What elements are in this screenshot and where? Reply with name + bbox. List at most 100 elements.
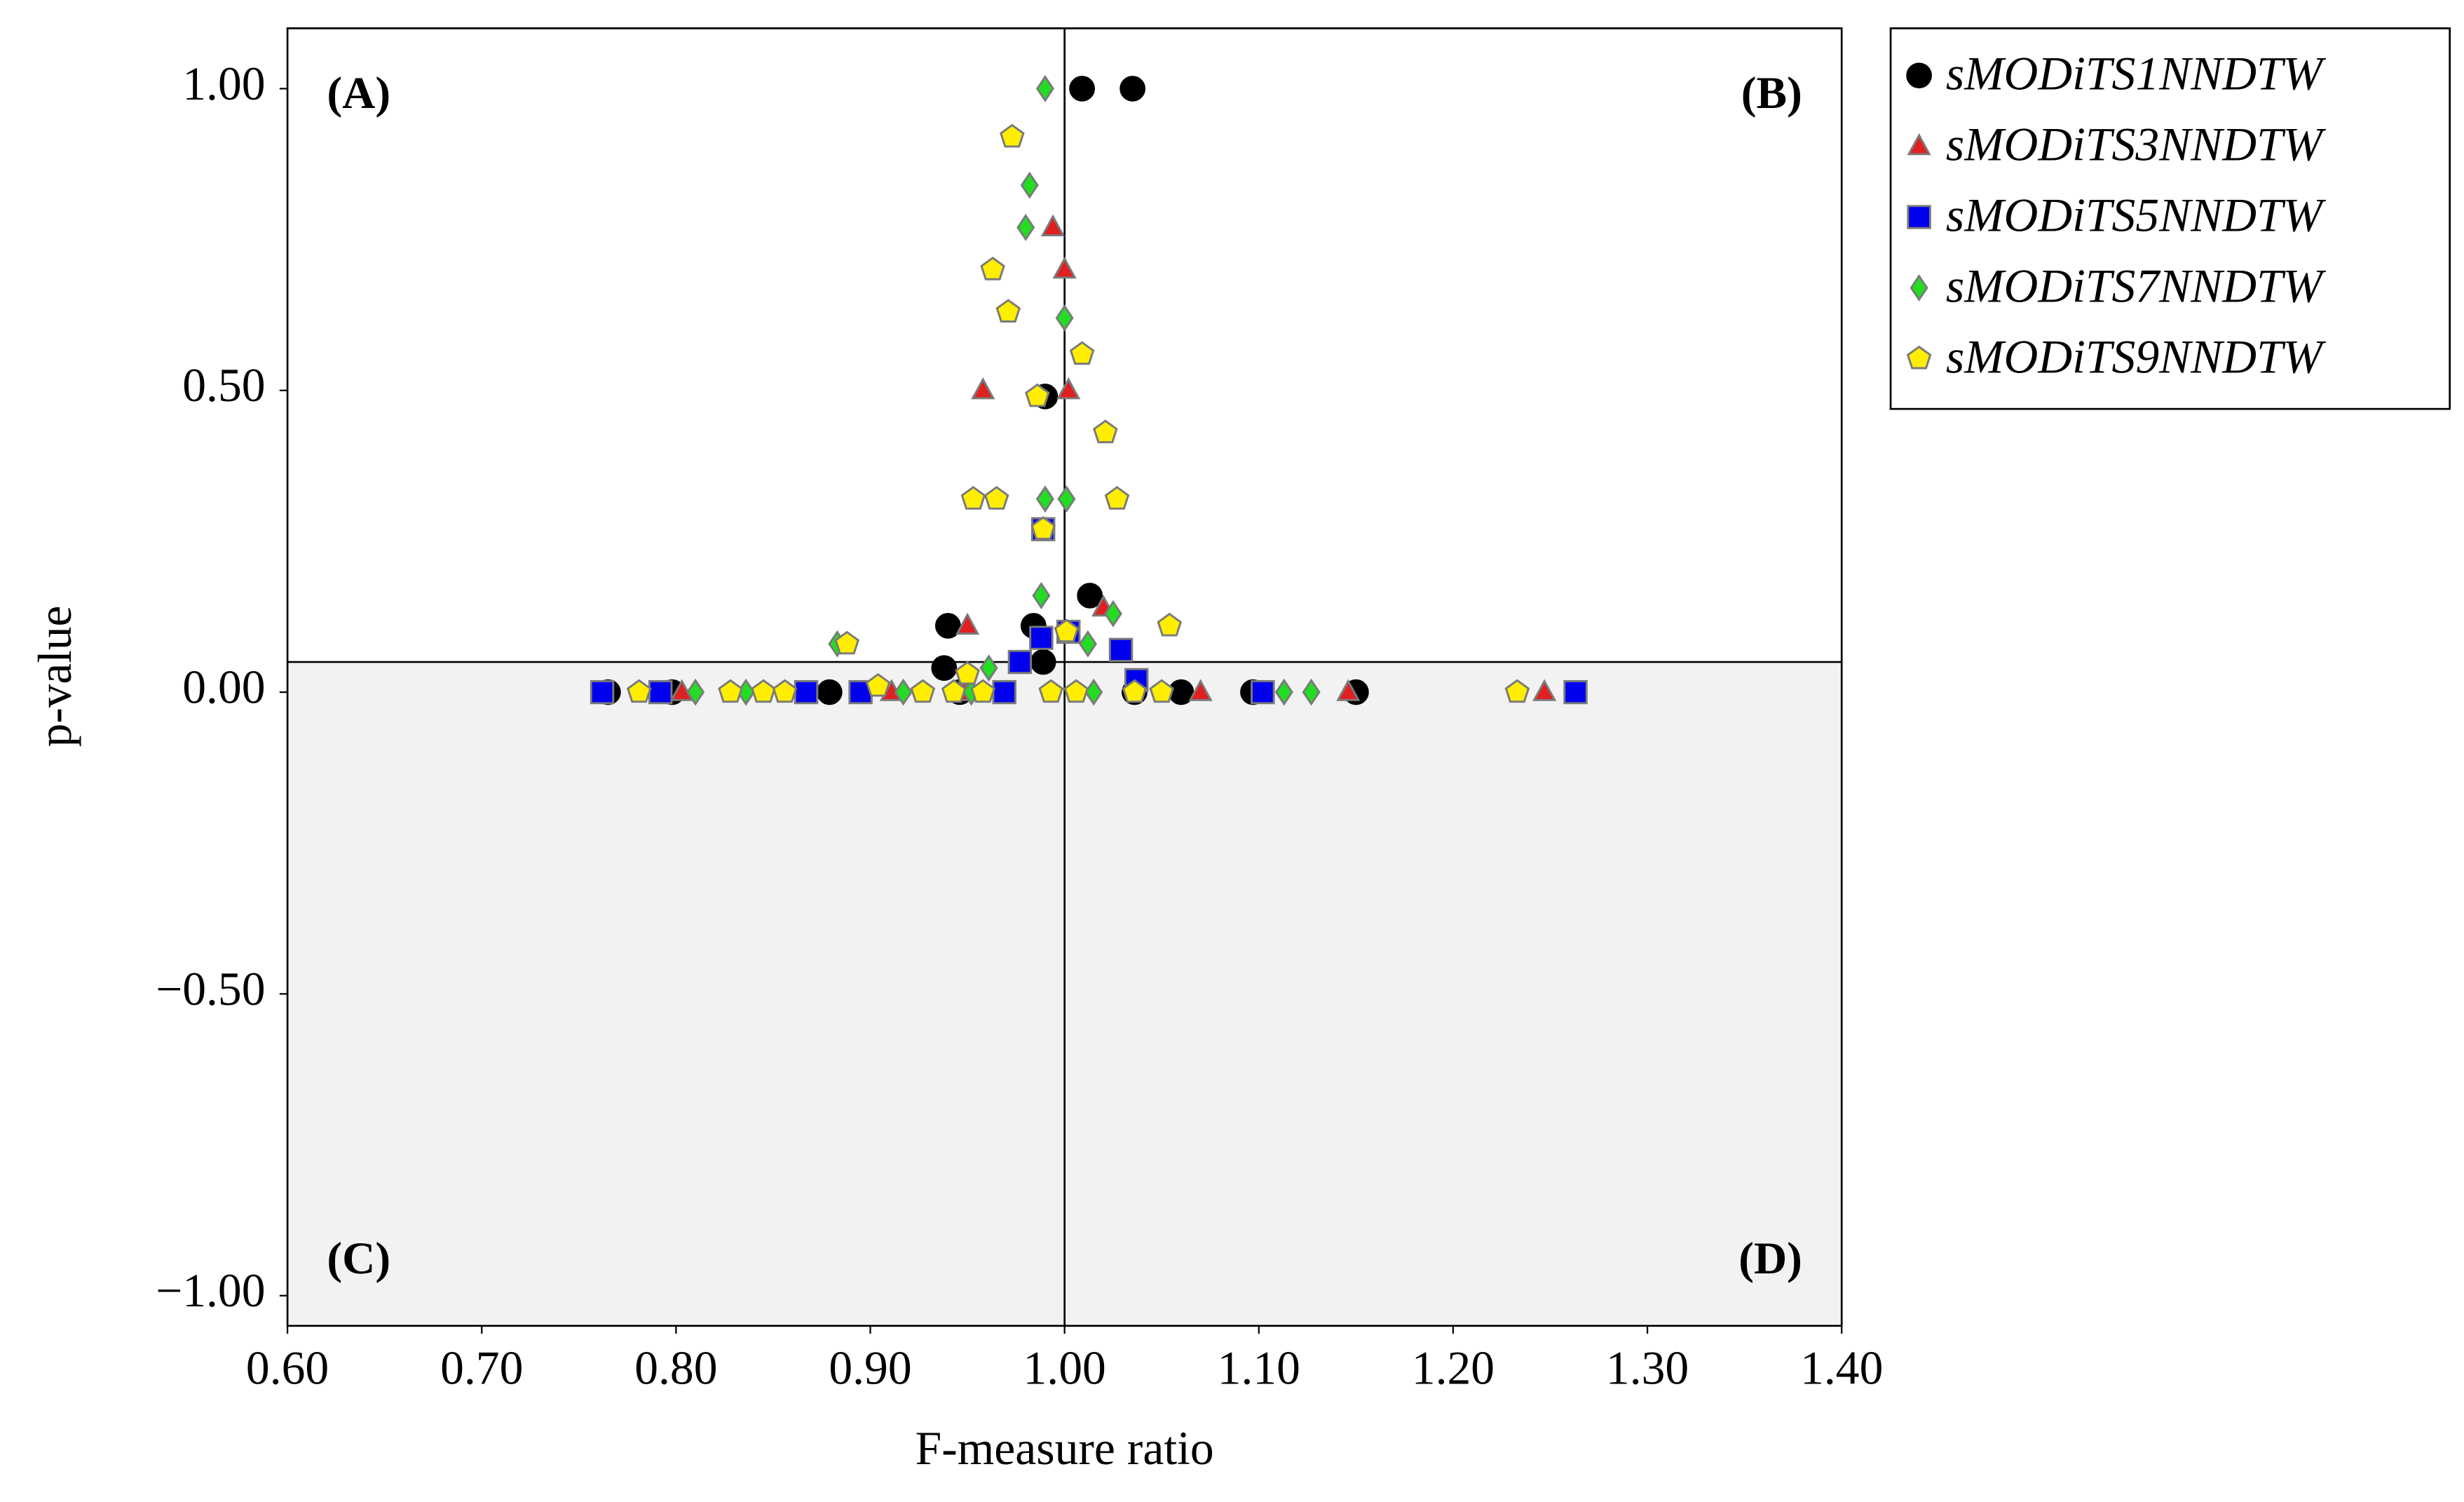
x-tick-label: 0.70 [440, 1342, 523, 1395]
x-tick-label: 1.40 [1800, 1342, 1883, 1395]
legend-label: sMODiTS7NNDTW [1946, 260, 2327, 313]
point [955, 612, 980, 635]
y-tick-label: 0.50 [182, 359, 265, 412]
point [1007, 649, 1033, 675]
point [1000, 123, 1025, 148]
point [1056, 377, 1081, 400]
point [1032, 581, 1051, 609]
point [995, 299, 1021, 323]
y-tick-label: 0.00 [182, 661, 265, 714]
point [1093, 419, 1118, 444]
x-tick-label: 1.30 [1606, 1342, 1689, 1395]
y-tick-label: −1.00 [156, 1264, 265, 1317]
point [590, 679, 615, 705]
quadrant-label: (D) [1738, 1233, 1802, 1284]
point [894, 678, 913, 706]
point [1035, 74, 1054, 102]
point [1119, 76, 1146, 102]
point [1563, 679, 1588, 705]
point [971, 377, 995, 400]
point [1029, 625, 1054, 650]
point [834, 630, 860, 655]
point [686, 678, 705, 706]
point [931, 655, 958, 681]
point [626, 679, 652, 703]
point [772, 679, 798, 703]
point [1122, 679, 1148, 703]
point [865, 672, 891, 697]
legend-marker [1906, 62, 1933, 88]
point [1504, 679, 1530, 703]
point [1188, 679, 1213, 701]
x-tick-label: 1.20 [1412, 1342, 1495, 1395]
point [970, 679, 996, 703]
point [1063, 679, 1089, 703]
point [980, 257, 1005, 280]
point [955, 661, 980, 685]
legend-label: sMODiTS1NNDTW [1946, 48, 2327, 100]
point [910, 679, 936, 703]
point [1057, 485, 1076, 513]
point [979, 654, 998, 682]
x-tick-label: 1.10 [1218, 1342, 1300, 1395]
point [1157, 612, 1183, 637]
point [1016, 213, 1035, 241]
legend-marker [1907, 133, 1931, 156]
point [935, 613, 961, 639]
point [1069, 341, 1095, 365]
point [1025, 383, 1050, 407]
point [941, 679, 967, 703]
plot-root: F-measure ratio p-value 0.60 0.70 0.80 0.90… [29, 27, 2451, 1475]
legend-label: sMODiTS5NNDTW [1946, 189, 2327, 242]
legend-marker [1907, 205, 1931, 229]
legend-label: sMODiTS3NNDTW [1946, 119, 2327, 171]
point [1020, 171, 1039, 199]
x-axis-label: F-measure ratio [916, 1422, 1214, 1475]
x-tick-label: 0.80 [634, 1342, 717, 1395]
x-tick-label: 0.90 [829, 1342, 911, 1395]
y-axis-label: p-value [29, 606, 81, 747]
point [1077, 583, 1103, 609]
point [751, 679, 776, 703]
quadrant-label: (C) [327, 1233, 390, 1284]
point [1038, 679, 1064, 703]
point [1251, 679, 1275, 705]
point [1336, 679, 1361, 701]
point [983, 486, 1009, 510]
x-tick-label: 1.00 [1023, 1342, 1106, 1395]
point [1030, 649, 1056, 675]
point [648, 679, 673, 705]
point [1104, 486, 1130, 510]
point [718, 679, 743, 703]
point [960, 486, 986, 510]
point [848, 679, 873, 705]
legend-box [1889, 27, 2451, 410]
quadrant-label: (B) [1741, 68, 1802, 119]
point [816, 679, 843, 705]
point [992, 679, 1016, 705]
point [1040, 214, 1066, 237]
point [1108, 637, 1134, 662]
point [1030, 516, 1056, 540]
x-tick-label: 0.60 [246, 1342, 329, 1395]
point [1054, 618, 1080, 643]
point [1274, 678, 1293, 706]
y-tick-label: −0.50 [156, 963, 265, 1015]
point [1052, 256, 1077, 279]
y-tick-label: 1.00 [182, 57, 265, 110]
point [1055, 304, 1074, 332]
point [794, 679, 819, 705]
point [669, 679, 694, 701]
legend-label: sMODiTS9NNDTW [1946, 330, 2327, 383]
point [1532, 679, 1557, 701]
point [1078, 630, 1097, 658]
legend-marker [1910, 274, 1928, 302]
point [1149, 679, 1175, 703]
point [1302, 678, 1321, 706]
quadrant-label: (A) [327, 68, 390, 119]
point [1069, 76, 1095, 102]
legend-marker [1906, 345, 1932, 370]
point [1103, 600, 1122, 628]
